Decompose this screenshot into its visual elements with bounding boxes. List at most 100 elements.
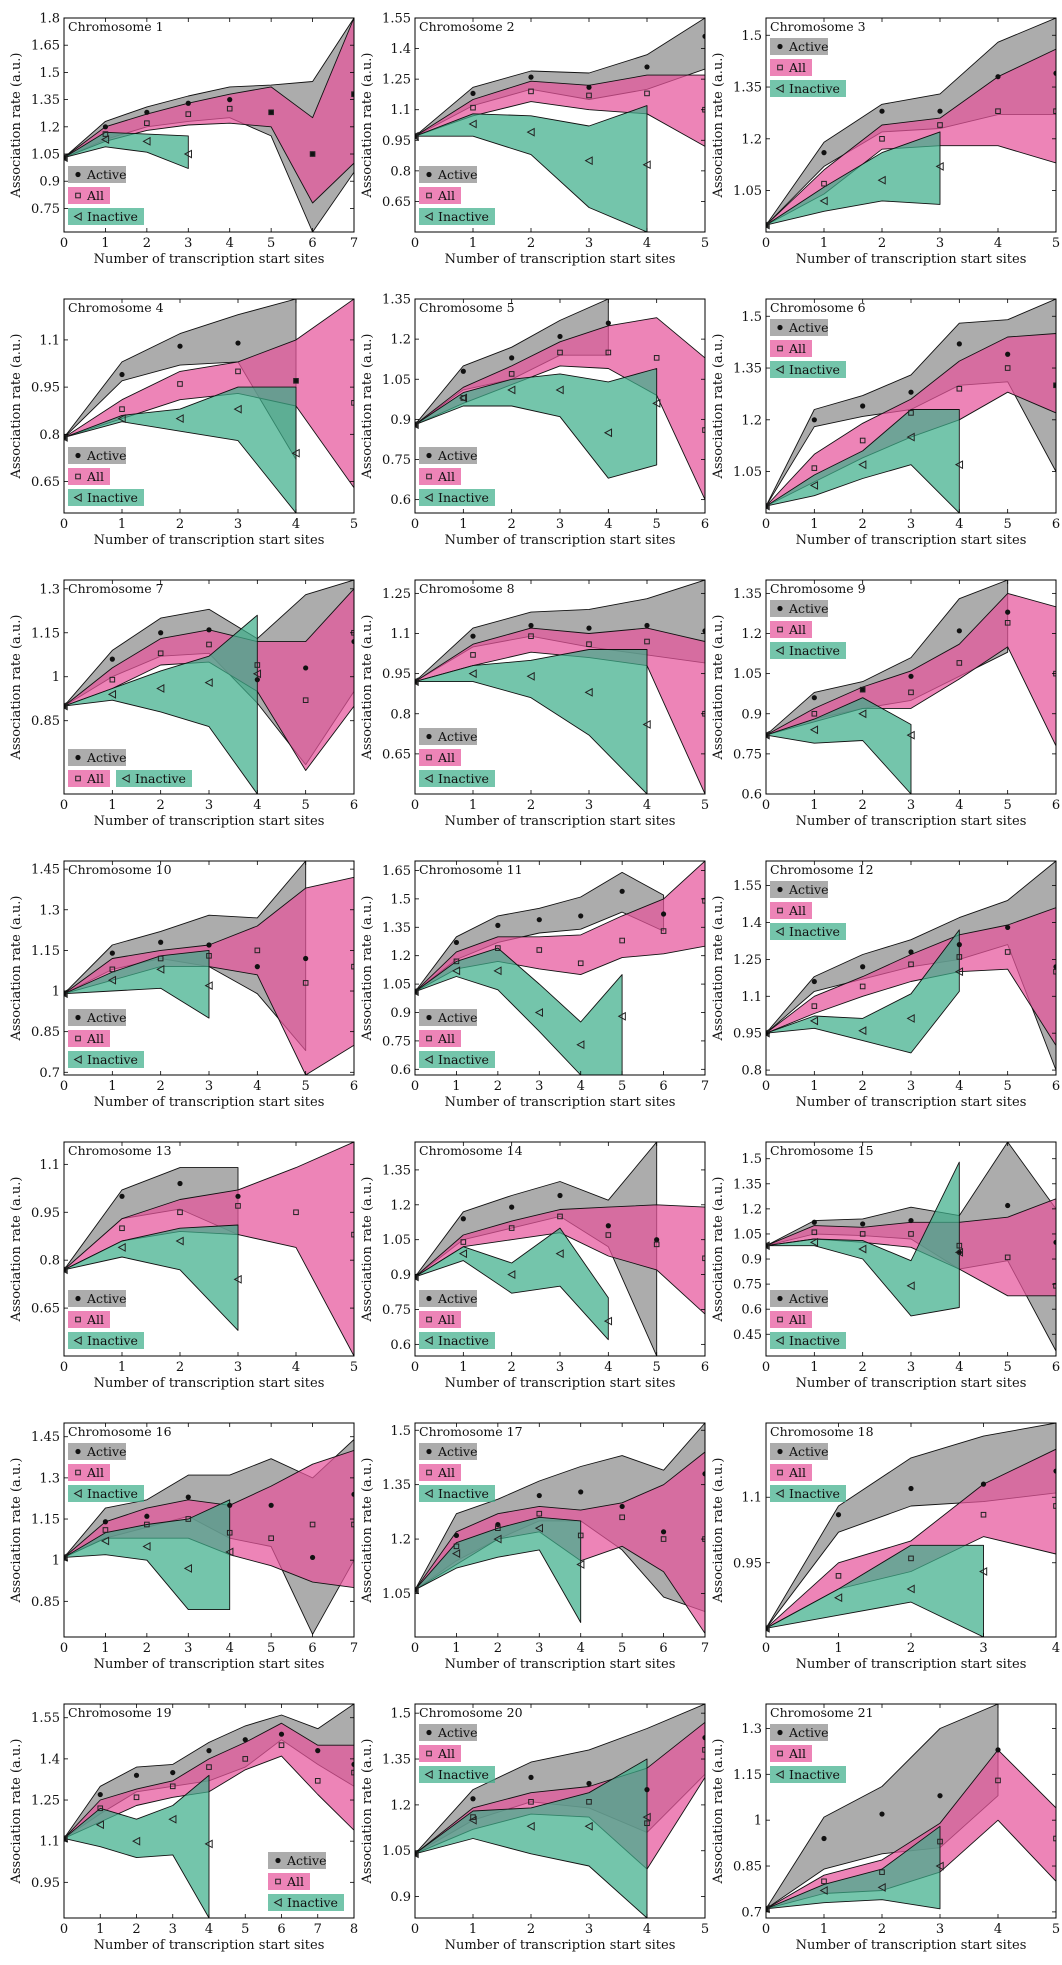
legend-item-all: All: [419, 749, 461, 766]
legend-item-all: All: [68, 1464, 110, 1481]
legend-item-all: All: [770, 1311, 812, 1328]
x-axis-label: Number of transcription start sites: [796, 814, 1027, 829]
point-active: [821, 150, 827, 156]
point-active: [980, 1481, 987, 1487]
legend-item-inactive: Inactive: [68, 1051, 144, 1068]
y-tick-label: 1.2: [390, 1533, 411, 1548]
legend-item-inactive: Inactive: [116, 770, 192, 787]
x-axis-label: Number of transcription start sites: [445, 1376, 676, 1391]
x-axis-label: Number of transcription start sites: [94, 1657, 325, 1672]
x-tick-label: 7: [701, 1641, 709, 1656]
x-tick-label: 3: [585, 798, 593, 813]
legend-swatch: [770, 1311, 812, 1328]
legend-item-all: All: [68, 770, 110, 787]
legend-marker: [426, 192, 432, 199]
point-all: [557, 1213, 563, 1220]
x-tick-label: 2: [157, 798, 165, 813]
legend-swatch: [419, 1051, 495, 1068]
y-tick-label: 0.95: [382, 134, 411, 149]
x-tick-label: 1: [459, 1360, 467, 1375]
point-active: [158, 939, 164, 945]
legend-item-inactive: Inactive: [419, 208, 495, 225]
legend-item-inactive: Inactive: [419, 770, 495, 787]
legend-item-inactive: Inactive: [419, 1332, 495, 1349]
y-tick-label: 1.2: [390, 949, 411, 964]
point-active: [158, 630, 164, 636]
x-tick-label: 6: [1052, 517, 1060, 532]
y-tick-label: 0.6: [390, 493, 411, 508]
band-all: [415, 74, 705, 147]
y-tick-label: 1.15: [733, 1768, 762, 1783]
legend-item-all: All: [68, 1311, 110, 1328]
y-axis-label: Association rate (a.u.): [9, 614, 24, 760]
y-tick-label: 1.65: [382, 864, 411, 879]
y-axis-label: Association rate (a.u.): [360, 614, 375, 760]
x-tick-label: 3: [234, 1360, 242, 1375]
point-active: [702, 628, 705, 634]
point-inactive: [642, 1812, 651, 1822]
point-all: [119, 406, 125, 412]
legend-swatch: [770, 1485, 846, 1502]
legend-swatch: [116, 770, 192, 787]
point-inactive: [142, 136, 151, 146]
chart-title: Chromosome 21: [770, 1705, 874, 1720]
legend-swatch: [419, 770, 495, 787]
legend-label: Inactive: [789, 1333, 840, 1348]
y-tick-label: 0.85: [733, 1860, 762, 1875]
x-tick-label: 3: [535, 1079, 543, 1094]
legend-swatch: [68, 1443, 126, 1460]
legend-marker: [75, 1469, 81, 1476]
legend-item-active: Active: [770, 881, 829, 898]
x-tick-label: 5: [302, 1079, 310, 1094]
legend-swatch: [770, 38, 828, 55]
y-tick-label: 1.15: [31, 944, 60, 959]
y-tick-label: 1: [52, 1554, 60, 1569]
legend-label: Active: [437, 1010, 478, 1025]
chart-panel-10: 0 1 2 3 4 5 6 0.7 0.85 1 1.15 1.3 1.45 Chromosome 10 N…: [9, 860, 358, 1110]
y-tick-label: 0.65: [31, 1302, 60, 1317]
y-tick-label: 1.05: [382, 1233, 411, 1248]
legend-swatch: [68, 1332, 144, 1349]
legend-marker: [777, 886, 783, 893]
legend-item-active: Active: [770, 1724, 829, 1741]
point-inactive: [204, 678, 213, 688]
x-tick-label: 5: [653, 517, 661, 532]
point-inactive: [935, 1861, 944, 1871]
y-tick-label: 0.7: [39, 1066, 60, 1081]
legend-item-active: Active: [419, 728, 478, 745]
legend-label: Active: [788, 601, 829, 616]
x-tick-label: 2: [878, 236, 886, 251]
legend-marker: [426, 733, 432, 740]
point-all: [908, 410, 914, 416]
point-all: [536, 947, 543, 953]
y-axis-label: Association rate (a.u.): [360, 1176, 375, 1322]
point-active: [586, 1780, 592, 1787]
point-inactive: [858, 460, 867, 470]
legend-label: Inactive: [438, 1052, 489, 1067]
point-inactive: [64, 989, 68, 999]
point-inactive: [652, 398, 661, 408]
point-inactive: [906, 730, 915, 740]
chart-panel-13: 0 1 2 3 4 5 0.65 0.8 0.95 1.1 Chromosome 13 Number …: [9, 1141, 358, 1391]
y-tick-label: 1.2: [741, 132, 762, 147]
point-inactive: [117, 414, 126, 424]
legend-marker: [75, 1448, 81, 1455]
point-all: [226, 105, 233, 112]
x-tick-label: 3: [979, 1641, 987, 1656]
point-all: [702, 1747, 705, 1753]
point-active: [578, 1489, 584, 1495]
point-all: [859, 437, 866, 444]
point-active: [1053, 70, 1056, 76]
point-all: [835, 1573, 842, 1579]
chart-title: Chromosome 7: [68, 581, 164, 596]
point-inactive: [906, 432, 915, 442]
point-active: [206, 627, 212, 633]
x-tick-label: 1: [469, 798, 477, 813]
band-all: [64, 299, 354, 489]
chart-panel-16: 0 1 2 3 4 5 6 7 0.85 1 1.15 1.3 1.45 Chromosome 16 Num…: [9, 1422, 358, 1672]
point-all: [144, 1521, 150, 1528]
point-all: [185, 111, 192, 117]
point-all: [268, 109, 274, 116]
x-tick-label: 6: [659, 1079, 667, 1094]
point-all: [644, 90, 650, 97]
